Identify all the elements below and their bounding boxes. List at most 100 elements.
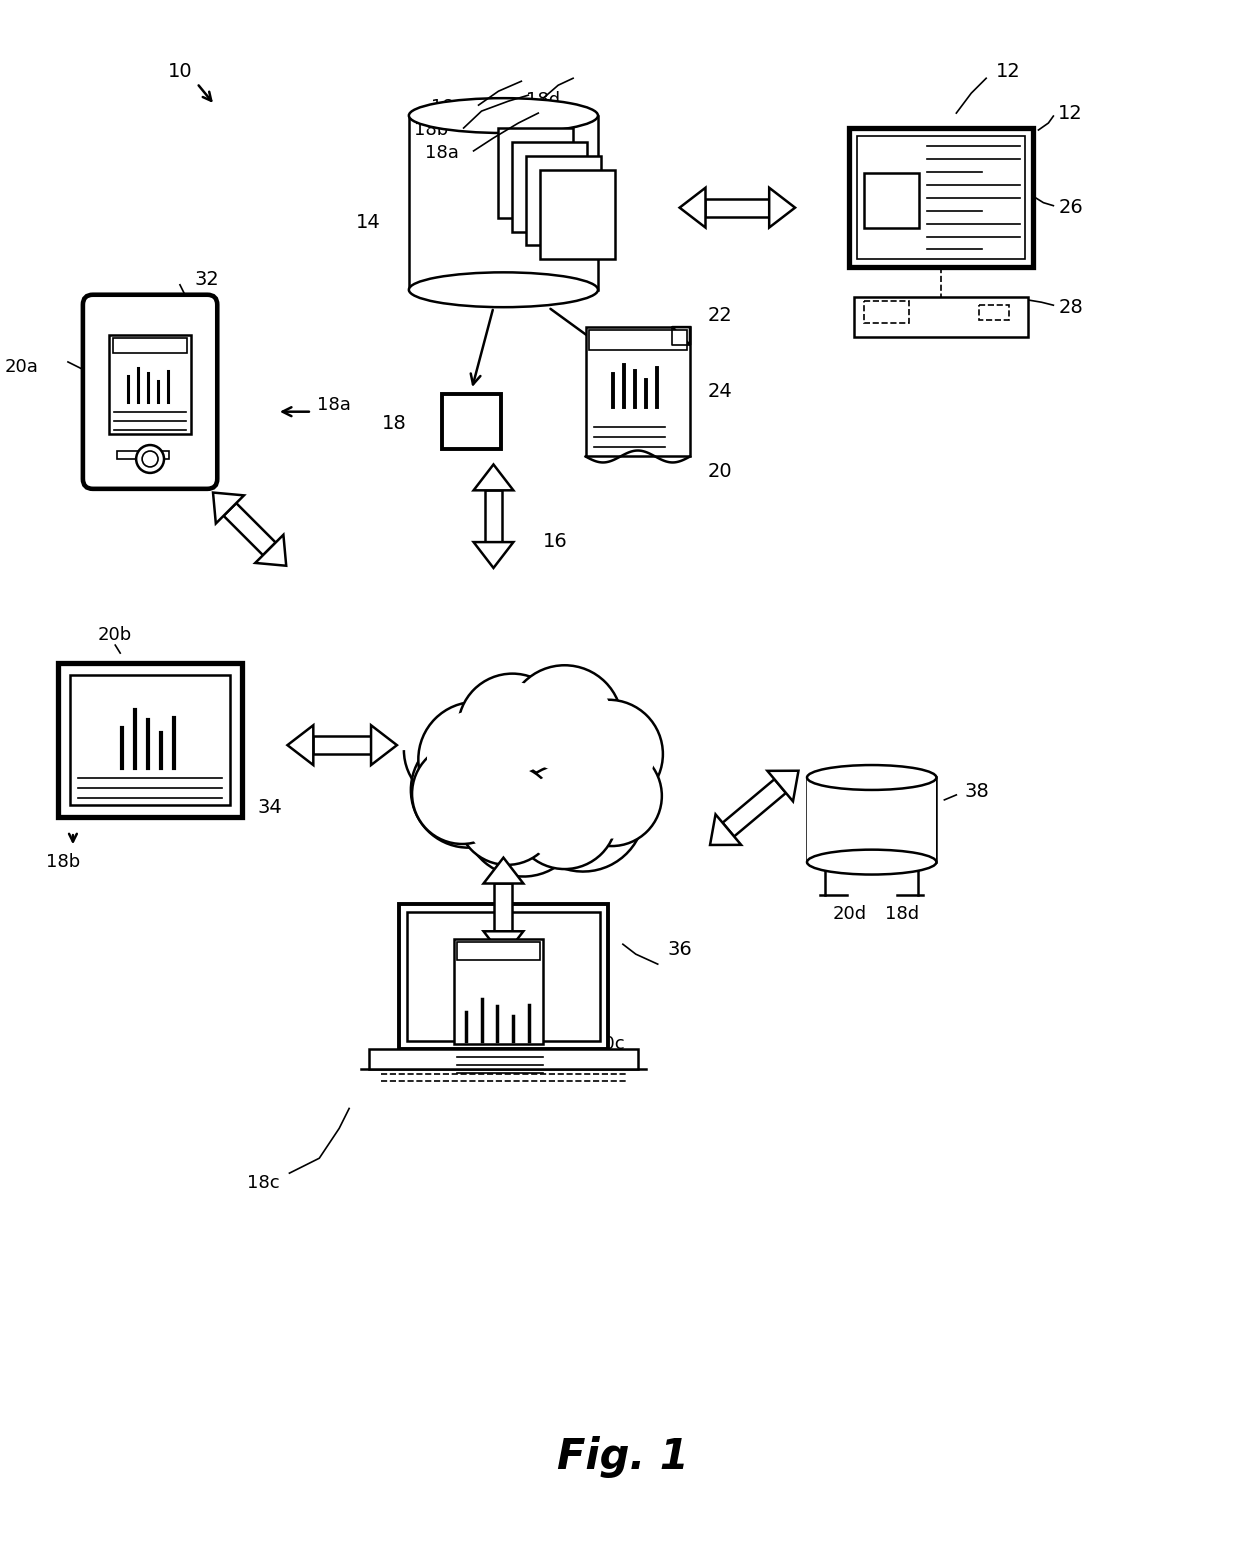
Circle shape: [466, 681, 558, 774]
Bar: [498, 127, 573, 217]
Text: Fig. 1: Fig. 1: [557, 1436, 688, 1478]
Bar: [585, 327, 691, 456]
Bar: [807, 778, 936, 861]
Circle shape: [458, 674, 567, 782]
Circle shape: [523, 753, 632, 861]
Bar: [512, 141, 587, 231]
Circle shape: [418, 702, 533, 816]
Text: 26: 26: [1059, 199, 1083, 217]
Bar: [118, 452, 139, 459]
Bar: [441, 394, 501, 449]
Circle shape: [458, 765, 557, 864]
Polygon shape: [314, 736, 371, 754]
Polygon shape: [769, 188, 795, 228]
Circle shape: [563, 708, 655, 801]
Circle shape: [434, 695, 553, 815]
Text: 12: 12: [996, 62, 1021, 81]
Text: 12: 12: [1059, 104, 1083, 123]
Circle shape: [419, 751, 505, 837]
Text: 36: 36: [667, 939, 692, 959]
Circle shape: [494, 683, 603, 792]
Polygon shape: [371, 725, 397, 765]
Text: 20b: 20b: [98, 625, 133, 644]
Circle shape: [569, 753, 655, 838]
Text: 20d: 20d: [833, 905, 867, 923]
Bar: [978, 306, 1008, 320]
Text: 38: 38: [965, 782, 990, 801]
Text: 18c: 18c: [247, 1175, 279, 1192]
Circle shape: [547, 719, 650, 823]
Polygon shape: [484, 858, 523, 883]
Bar: [407, 913, 600, 1041]
Circle shape: [512, 765, 618, 869]
Circle shape: [562, 747, 662, 846]
Text: 20a: 20a: [4, 359, 38, 376]
Circle shape: [521, 773, 609, 861]
Bar: [148, 452, 169, 459]
Polygon shape: [711, 815, 742, 844]
Text: 20c: 20c: [593, 1035, 626, 1052]
Circle shape: [458, 674, 567, 782]
Text: 16: 16: [543, 532, 568, 551]
Text: 18a: 18a: [316, 396, 351, 414]
Polygon shape: [723, 779, 786, 837]
Text: 24: 24: [708, 382, 733, 402]
FancyBboxPatch shape: [83, 295, 217, 489]
Circle shape: [471, 760, 575, 864]
Text: 18d: 18d: [884, 905, 919, 923]
Text: 20: 20: [708, 462, 733, 481]
Bar: [541, 169, 615, 259]
Polygon shape: [474, 464, 513, 490]
Text: P: P: [460, 407, 482, 436]
Polygon shape: [223, 503, 275, 556]
Text: 18b: 18b: [46, 854, 81, 871]
Circle shape: [143, 452, 157, 467]
Bar: [370, 1049, 637, 1069]
Bar: [69, 675, 231, 805]
Ellipse shape: [409, 272, 598, 307]
Polygon shape: [672, 327, 691, 345]
Polygon shape: [485, 490, 502, 542]
Ellipse shape: [409, 98, 598, 133]
Text: 10: 10: [167, 62, 192, 81]
Circle shape: [562, 747, 662, 846]
Text: 18c: 18c: [432, 98, 464, 116]
Bar: [409, 115, 598, 290]
Bar: [109, 335, 191, 435]
Circle shape: [507, 666, 622, 781]
Text: 30: 30: [632, 723, 657, 743]
Polygon shape: [474, 542, 513, 568]
Circle shape: [465, 771, 549, 857]
Text: 22: 22: [708, 306, 733, 324]
Polygon shape: [484, 931, 523, 958]
Text: 18: 18: [382, 414, 407, 433]
Bar: [456, 942, 541, 961]
Bar: [113, 337, 187, 354]
Ellipse shape: [807, 765, 936, 790]
Circle shape: [419, 737, 518, 837]
Polygon shape: [288, 725, 314, 765]
Circle shape: [412, 743, 512, 844]
Polygon shape: [255, 535, 286, 566]
Bar: [864, 172, 919, 228]
Circle shape: [415, 703, 511, 798]
Bar: [849, 127, 1033, 267]
Text: 18d: 18d: [526, 92, 560, 109]
Polygon shape: [706, 199, 769, 217]
Circle shape: [474, 715, 603, 844]
Polygon shape: [768, 771, 799, 801]
Bar: [589, 331, 687, 351]
Bar: [526, 155, 601, 245]
Circle shape: [516, 674, 614, 771]
Bar: [399, 905, 608, 1049]
Bar: [854, 298, 1028, 337]
Text: 32: 32: [195, 270, 219, 289]
Circle shape: [136, 445, 164, 473]
Bar: [857, 137, 1025, 259]
Circle shape: [427, 711, 525, 809]
Polygon shape: [213, 492, 244, 523]
Polygon shape: [495, 883, 512, 931]
Polygon shape: [680, 188, 706, 228]
Circle shape: [418, 702, 533, 816]
Circle shape: [507, 666, 622, 781]
